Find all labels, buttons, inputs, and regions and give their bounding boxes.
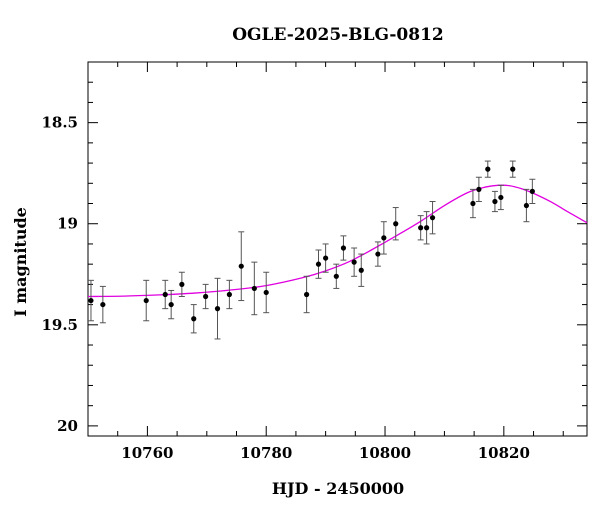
point-marker: [358, 267, 364, 273]
data-point: [333, 263, 340, 289]
x-tick-label: 10820: [478, 444, 530, 462]
data-point: [429, 200, 436, 235]
data-point: [469, 188, 476, 219]
point-marker: [191, 316, 197, 322]
point-marker: [143, 297, 149, 304]
plot-frame: [87, 61, 588, 437]
data-point: [484, 160, 491, 178]
data-point: [423, 211, 430, 245]
data-point: [529, 178, 536, 205]
data-point: [523, 188, 530, 223]
point-marker: [168, 301, 174, 308]
data-point: [87, 279, 94, 322]
point-marker: [203, 293, 209, 300]
x-tick-label: 10760: [121, 444, 173, 462]
point-marker: [529, 188, 535, 194]
data-point: [358, 253, 365, 287]
data-point: [238, 231, 245, 302]
data-point: [351, 247, 358, 277]
y-axis-label: I magnitude: [11, 207, 30, 317]
axes: 10760 10780 10800 10820 18.5 19 19.5 20: [41, 61, 588, 462]
point-marker: [393, 221, 399, 227]
data-point: [417, 215, 424, 241]
data-point: [190, 304, 197, 334]
data-point: [99, 285, 106, 324]
data-point: [162, 279, 169, 310]
y-tick-label: 18.5: [41, 114, 78, 132]
point-marker: [340, 245, 347, 251]
data-point: [214, 277, 221, 340]
data-point: [263, 271, 270, 314]
y-tick-label: 19: [57, 215, 78, 233]
point-marker: [418, 225, 424, 231]
point-marker: [523, 202, 530, 209]
point-marker: [162, 291, 168, 298]
point-marker: [323, 255, 329, 261]
data-point: [143, 279, 150, 322]
data-point: [491, 190, 498, 213]
point-marker: [88, 297, 94, 304]
point-marker: [492, 198, 498, 205]
data-point: [475, 176, 482, 202]
y-tick-label: 19.5: [41, 316, 78, 334]
point-marker: [238, 263, 244, 269]
data-point: [303, 275, 310, 314]
data-point: [226, 279, 233, 310]
data-point: [392, 207, 399, 241]
point-marker: [424, 225, 430, 231]
point-marker: [485, 166, 491, 172]
data-points: [87, 160, 536, 340]
data-point: [374, 241, 381, 267]
point-marker: [381, 235, 387, 241]
point-marker: [304, 291, 310, 298]
data-point: [509, 160, 516, 178]
point-marker: [498, 194, 504, 201]
point-marker: [476, 186, 482, 192]
data-point: [202, 283, 209, 310]
data-point: [497, 184, 504, 211]
data-point: [322, 243, 329, 273]
point-marker: [470, 200, 476, 207]
point-marker: [179, 281, 185, 287]
data-point: [251, 261, 258, 316]
data-point: [340, 235, 347, 261]
point-marker: [263, 289, 269, 296]
point-marker: [375, 251, 381, 257]
model-curve: [87, 184, 588, 298]
point-marker: [351, 259, 357, 265]
x-axis-label: HJD - 2450000: [272, 479, 404, 498]
point-marker: [214, 306, 221, 312]
chart-title: OGLE-2025-BLG-0812: [232, 25, 444, 45]
data-point: [168, 289, 175, 320]
point-marker: [315, 261, 322, 267]
point-marker: [510, 166, 516, 172]
point-marker: [251, 285, 257, 292]
point-marker: [429, 215, 436, 221]
x-tick-label: 10800: [359, 444, 411, 462]
y-tick-label: 20: [57, 417, 78, 435]
data-point: [315, 249, 322, 279]
x-tick-label: 10780: [240, 444, 292, 462]
data-point: [380, 221, 387, 255]
point-marker: [333, 273, 339, 279]
data-point: [178, 271, 185, 298]
point-marker: [226, 291, 232, 298]
point-marker: [100, 301, 106, 308]
